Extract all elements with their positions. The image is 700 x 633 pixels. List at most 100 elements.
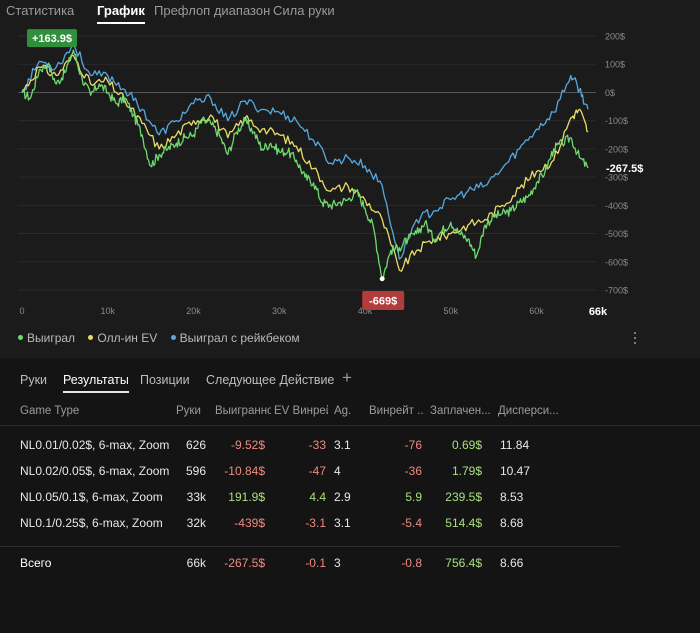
x-end-label: 66k xyxy=(589,306,608,318)
cell-aggression: 3.1 xyxy=(334,438,351,452)
tab-hands[interactable]: Руки xyxy=(20,373,48,387)
cell-won: -439$ xyxy=(234,516,265,530)
y-tick-label: 200$ xyxy=(605,32,625,42)
tab-next-action[interactable]: Следующее Действие xyxy=(206,373,335,387)
x-tick-label: 30k xyxy=(272,306,287,316)
tab-positions[interactable]: Позиции xyxy=(140,373,190,387)
col-aggression[interactable]: Ag. xyxy=(334,405,352,417)
end-value-label: -267.5$ xyxy=(606,163,643,175)
cell-ev-winrate: -3.1 xyxy=(305,516,326,530)
more-options-icon[interactable] xyxy=(628,330,642,346)
cell-winrate: 5.9 xyxy=(405,490,422,504)
cell-hands: 66k xyxy=(186,556,206,570)
cell-rake-paid: 0.69$ xyxy=(451,438,482,452)
col-hands[interactable]: Руки xyxy=(176,405,201,417)
tab-hand-strength[interactable]: Сила руки xyxy=(273,3,335,18)
col-won[interactable]: Выигранно xyxy=(215,405,271,417)
legend-label: Олл-ин EV xyxy=(97,331,158,345)
min-point xyxy=(379,276,385,282)
max-label: +163.9$ xyxy=(32,33,72,45)
cell-winrate: -36 xyxy=(404,464,422,478)
cell-variance: 8.66 xyxy=(500,556,524,570)
tab-statistics[interactable]: Статистика xyxy=(6,3,75,18)
table-row[interactable]: NL0.01/0.02$, 6-max, Zoom 626 -9.52$ -33 3.1… xyxy=(0,434,700,458)
col-ev-winrate[interactable]: EV Винрей... xyxy=(274,405,328,417)
profit-chart: 200$ 100$ 0$ -100$ -200$ -300$ -400$ -500$ -600$… xyxy=(18,29,643,318)
cell-won: -267.5$ xyxy=(224,556,265,570)
cell-aggression: 2.9 xyxy=(334,490,351,504)
col-winrate[interactable]: Винрейт ... xyxy=(369,405,423,417)
y-tick-label: -300$ xyxy=(605,173,628,183)
y-tick-label: -600$ xyxy=(605,257,628,267)
top-tabs: Статистика График Префлоп диапазон Сила … xyxy=(0,0,700,24)
cell-hands: 626 xyxy=(185,438,206,452)
cell-winrate: -76 xyxy=(404,438,422,452)
table-row[interactable]: NL0.1/0.25$, 6-max, Zoom 32k -439$ -3.1 3.1 -… xyxy=(0,512,700,536)
cell-rake-paid: 514.4$ xyxy=(445,516,482,530)
legend-item-allin-ev[interactable]: Олл-ин EV xyxy=(88,331,157,345)
y-tick-label: -200$ xyxy=(605,144,628,154)
tab-results[interactable]: Результаты xyxy=(63,373,129,393)
cell-won: -10.84$ xyxy=(224,464,265,478)
cell-ev-winrate: -0.1 xyxy=(305,556,326,570)
header-divider xyxy=(0,425,700,426)
x-tick-label: 50k xyxy=(444,306,459,316)
series-line-0 xyxy=(21,49,589,280)
y-tick-label: 0$ xyxy=(605,88,615,98)
legend-dot-icon xyxy=(170,335,176,341)
y-tick-label: -100$ xyxy=(605,116,628,126)
legend-label: Выиграл с рейкбеком xyxy=(179,331,300,345)
cell-game-type: Всего xyxy=(20,556,52,570)
cell-hands: 32k xyxy=(186,516,206,530)
cell-game-type: NL0.02/0.05$, 6-max, Zoom xyxy=(20,464,170,478)
cell-game-type: NL0.1/0.25$, 6-max, Zoom xyxy=(20,516,163,530)
tab-graph[interactable]: График xyxy=(97,3,145,24)
add-tab-button[interactable]: + xyxy=(342,368,352,387)
total-divider xyxy=(0,546,620,547)
table-row[interactable]: NL0.05/0.1$, 6-max, Zoom 33k 191.9$ 4.4 2.9 5… xyxy=(0,486,700,510)
col-game-type[interactable]: Game Type xyxy=(20,405,80,417)
legend-item-won[interactable]: Выиграл xyxy=(18,331,75,345)
cell-hands: 596 xyxy=(185,464,206,478)
cell-winrate: -5.4 xyxy=(401,516,422,530)
table-total-row[interactable]: Всего 66k -267.5$ -0.1 3 -0.8 756.4$ 8.66 xyxy=(0,552,700,576)
cell-aggression: 3 xyxy=(334,556,341,570)
cell-game-type: NL0.05/0.1$, 6-max, Zoom xyxy=(20,490,163,504)
x-tick-label: 10k xyxy=(100,306,115,316)
cell-rake-paid: 756.4$ xyxy=(445,556,482,570)
series-line-1 xyxy=(21,54,589,272)
x-tick-label: 60k xyxy=(529,306,544,316)
cell-variance: 8.53 xyxy=(500,490,524,504)
table-row[interactable]: NL0.02/0.05$, 6-max, Zoom 596 -10.84$ -47 4 -… xyxy=(0,460,700,484)
cell-winrate: -0.8 xyxy=(401,556,422,570)
min-badge xyxy=(362,291,405,310)
x-tick-label: 20k xyxy=(186,306,201,316)
y-tick-label: -700$ xyxy=(605,286,628,296)
y-tick-label: -400$ xyxy=(605,201,628,211)
cell-ev-winrate: 4.4 xyxy=(309,490,326,504)
tab-preflop-range[interactable]: Префлоп диапазон xyxy=(154,3,271,18)
legend-item-rakeback[interactable]: Выиграл с рейкбеком xyxy=(170,331,300,345)
cell-ev-winrate: -33 xyxy=(308,438,326,452)
col-variance[interactable]: Дисперси... xyxy=(498,405,559,417)
legend-label: Выиграл xyxy=(27,331,76,345)
min-label: -669$ xyxy=(369,296,397,308)
cell-game-type: NL0.01/0.02$, 6-max, Zoom xyxy=(20,438,170,452)
legend-dot-icon xyxy=(88,335,94,341)
y-tick-label: -500$ xyxy=(605,229,628,239)
cell-variance: 10.47 xyxy=(500,464,531,478)
cell-won: 191.9$ xyxy=(228,490,265,504)
cell-rake-paid: 239.5$ xyxy=(445,490,482,504)
cell-variance: 8.68 xyxy=(500,516,524,530)
cell-rake-paid: 1.79$ xyxy=(451,464,482,478)
cell-aggression: 3.1 xyxy=(334,516,351,530)
results-panel: Руки Результаты Позиции Следующее Действ… xyxy=(0,358,700,633)
legend-dot-icon xyxy=(18,335,23,341)
cell-ev-winrate: -47 xyxy=(308,464,326,478)
x-tick-label: 0 xyxy=(19,306,24,316)
chart-legend: Выиграл Олл-ин EV Выиграл с рейкбеком xyxy=(18,331,310,345)
cell-aggression: 4 xyxy=(334,464,341,478)
max-badge xyxy=(27,29,77,48)
col-rake-paid[interactable]: Заплачен... xyxy=(430,405,490,417)
cell-variance: 11.84 xyxy=(500,438,530,452)
